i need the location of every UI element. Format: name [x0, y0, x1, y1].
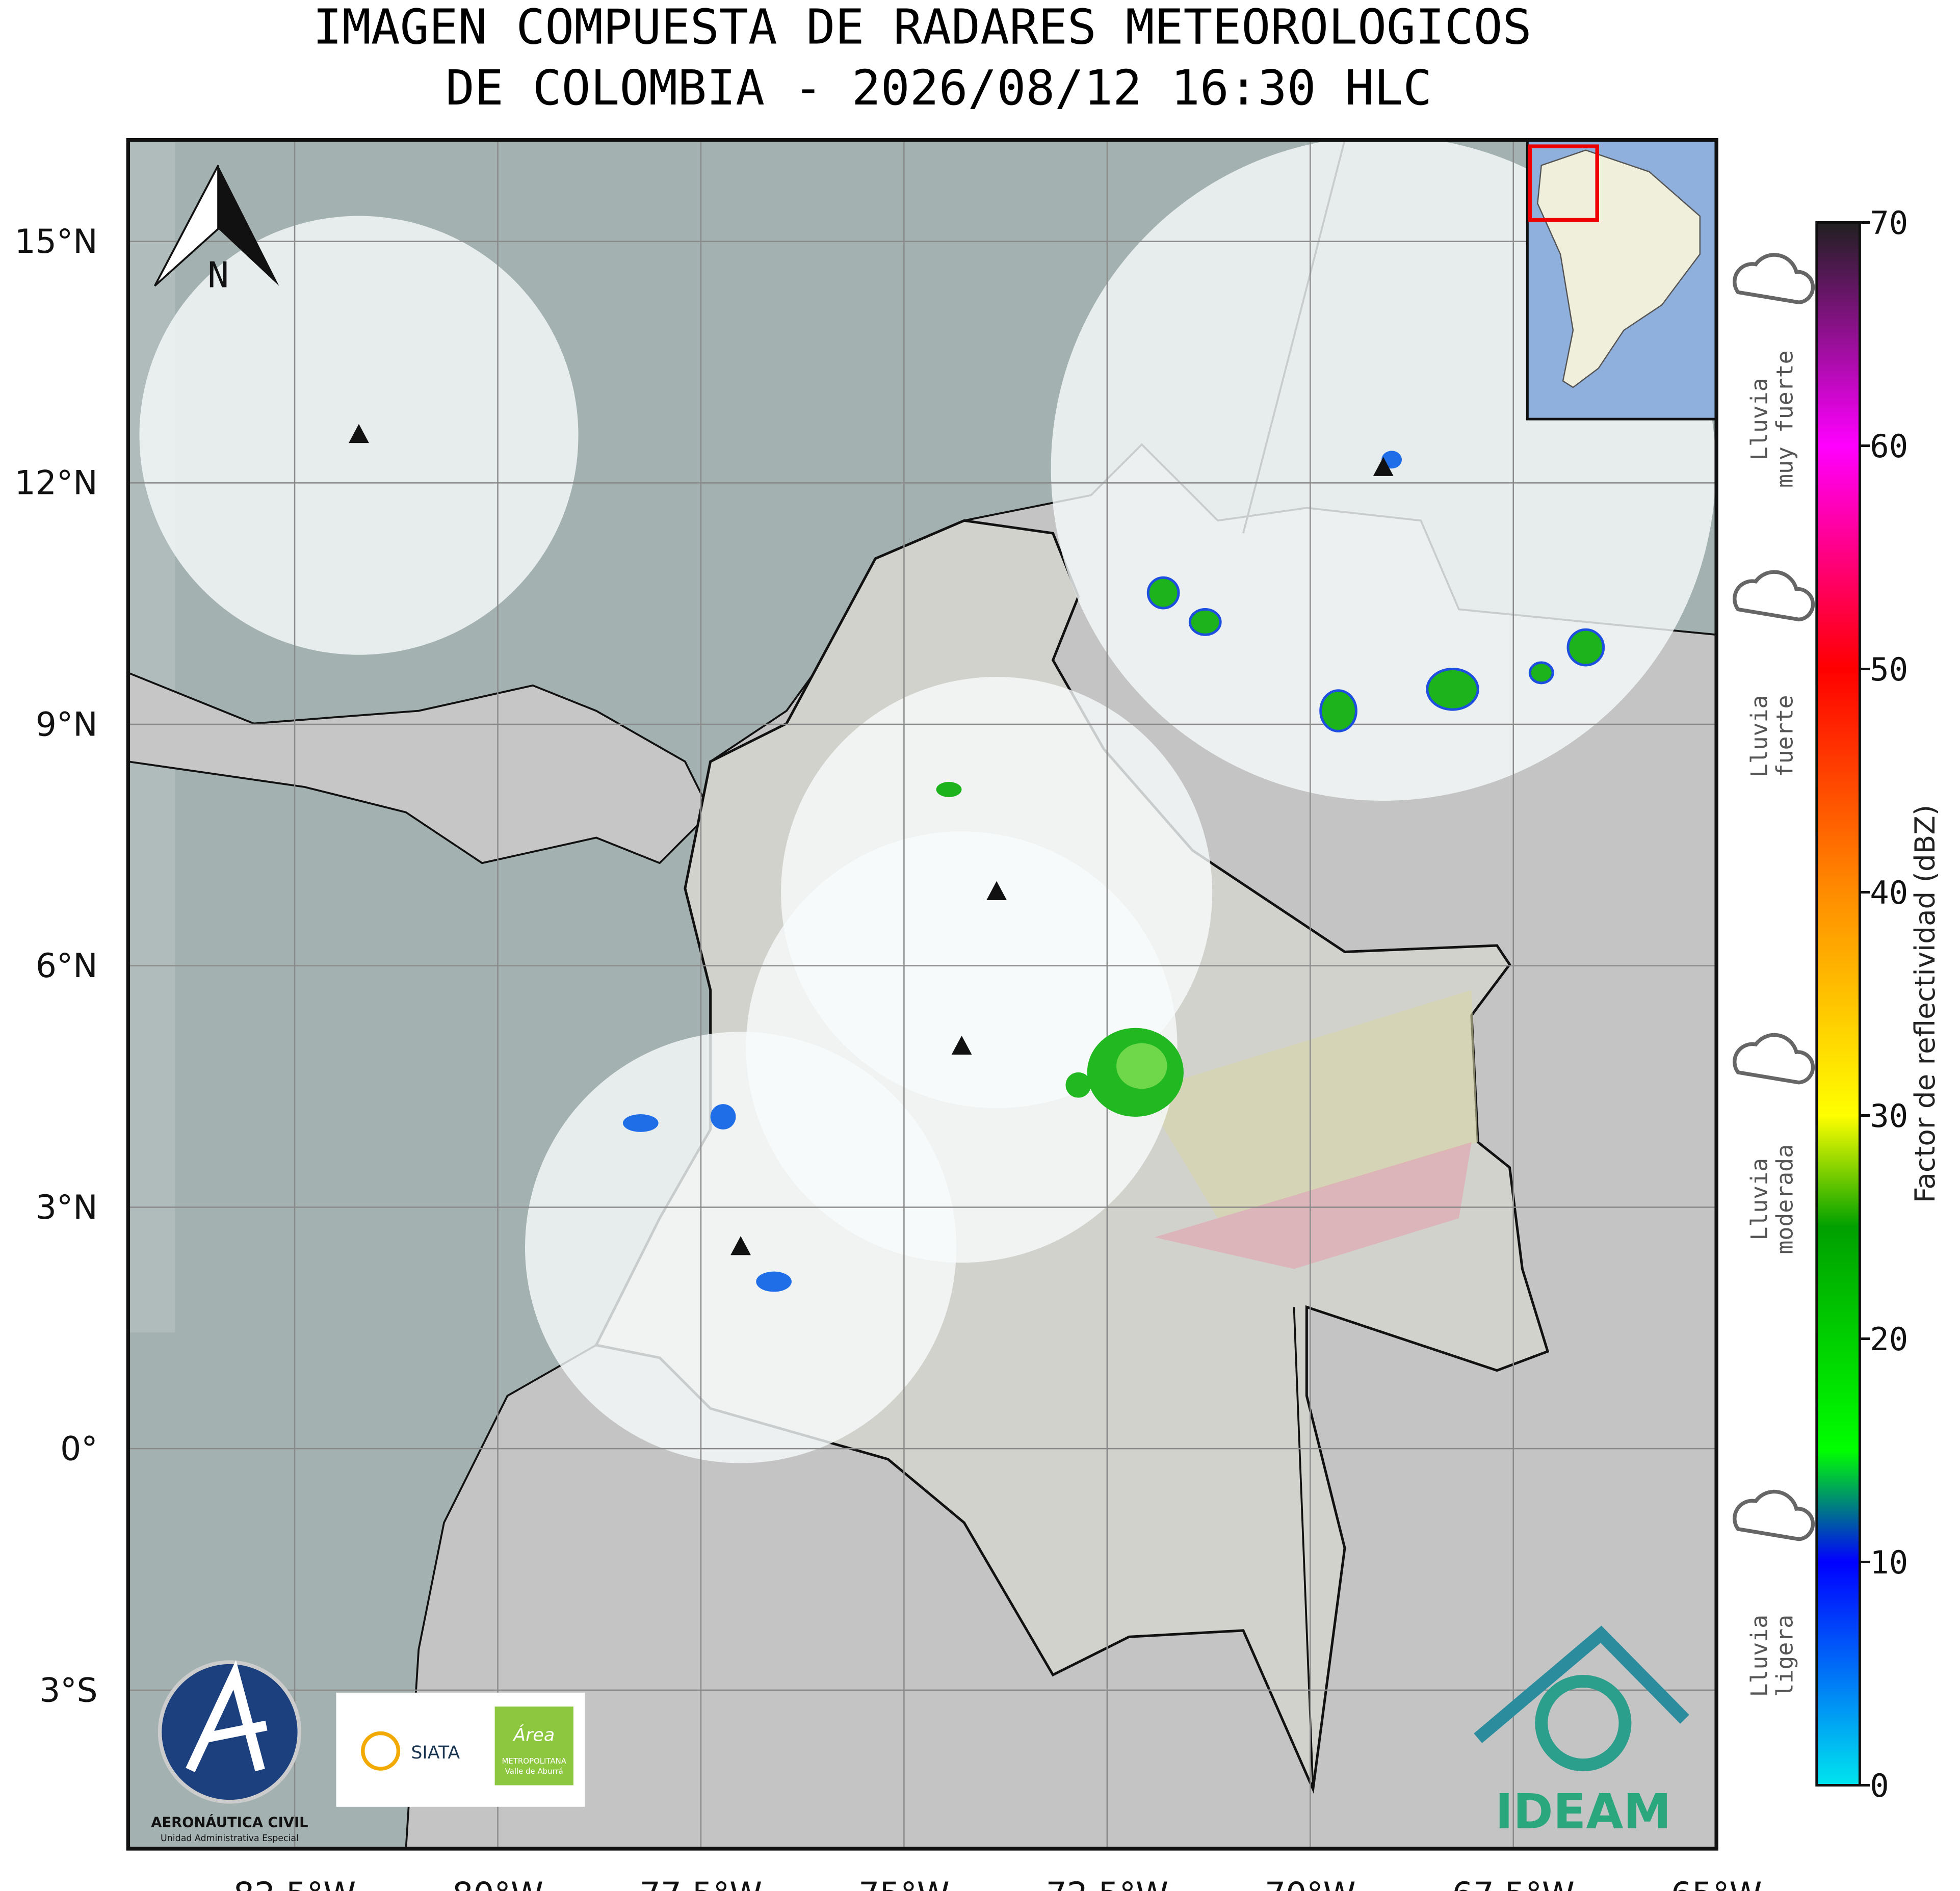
- colorbar-tick-label: 40: [1870, 874, 1908, 911]
- logo-text: Área: [512, 1724, 555, 1745]
- y-tick-label: 9°N: [36, 705, 98, 744]
- rain-label: muy fuerte: [1771, 350, 1798, 488]
- colorbar-tick-label: 30: [1870, 1097, 1908, 1135]
- rain-label: moderada: [1771, 1144, 1798, 1254]
- colorbar-tick-label: 50: [1870, 651, 1908, 688]
- colorbar-tick-label: 10: [1870, 1544, 1908, 1581]
- rain-label: Lluvia: [1746, 378, 1773, 460]
- grid: [128, 140, 1717, 1849]
- inset-map: [1526, 140, 1717, 421]
- logo-text: SIATA: [411, 1743, 460, 1763]
- y-tick-label: 3°S: [39, 1671, 98, 1710]
- rain-label: Lluvia: [1746, 1158, 1773, 1241]
- map-area: N AERONÁUTICA CIVIL Unidad Administrativ…: [128, 140, 1717, 1849]
- x-tick-label: 77.5°W: [640, 1876, 762, 1891]
- x-tick-label: 67.5°W: [1452, 1876, 1575, 1891]
- region: [1154, 1142, 1472, 1269]
- rain-label: fuerte: [1771, 695, 1798, 777]
- title: DE COLOMBIA - 2026/08/12 16:30 HLC: [446, 60, 1432, 116]
- panama: [128, 671, 712, 864]
- x-tick-label: 65°W: [1671, 1876, 1762, 1891]
- colorbar: [1815, 221, 1861, 1787]
- colorbar-tick-label: 60: [1870, 428, 1908, 465]
- logo-text: IDEAM: [1495, 1784, 1671, 1840]
- weather-icon: [1733, 253, 1815, 305]
- y-tick-label: 12°N: [15, 464, 98, 503]
- radar-site: [349, 424, 369, 443]
- radar-site: [986, 881, 1007, 901]
- y-tick-label: 3°N: [36, 1189, 98, 1227]
- y-tick-label: 0°: [60, 1430, 98, 1468]
- precipitation: [622, 451, 1605, 1292]
- x-tick-label: 82.5°W: [233, 1876, 356, 1891]
- title: IMAGEN COMPUESTA DE RADARES METEOROLOGIC…: [313, 0, 1532, 56]
- weather-icon: [1733, 1489, 1815, 1541]
- x-tick-label: 70°W: [1265, 1876, 1356, 1891]
- rain-label: Lluvia: [1746, 695, 1773, 777]
- radar-site: [951, 1035, 972, 1055]
- rain-label: Lluvia: [1746, 1615, 1773, 1697]
- x-tick-label: 80°W: [452, 1876, 543, 1891]
- colorbar-tick-label: 20: [1870, 1321, 1908, 1358]
- colorbar-tick-label: 70: [1870, 204, 1908, 242]
- radar-site: [730, 1236, 751, 1255]
- logo-text: Unidad Administrativa Especial: [161, 1833, 299, 1844]
- logo-text: Valle de Aburrá: [505, 1767, 563, 1776]
- logo-text: METROPOLITANA: [502, 1756, 566, 1766]
- rain-label: ligera: [1771, 1615, 1798, 1697]
- logos: AERONÁUTICA CIVIL Unidad Administrativa …: [151, 1625, 1689, 1844]
- weather-icon: [1733, 1033, 1815, 1085]
- map-frame: [126, 138, 1718, 1851]
- y-tick-label: 6°N: [36, 947, 98, 985]
- radar-site: [1373, 457, 1394, 476]
- x-tick-label: 72.5°W: [1046, 1876, 1168, 1891]
- north-label: N: [207, 254, 229, 296]
- weather-icon: [1733, 570, 1815, 622]
- colorbar-label: Factor de reflectividad (dBZ): [1909, 805, 1941, 1203]
- y-tick-label: 15°N: [15, 223, 98, 261]
- x-tick-label: 75°W: [858, 1876, 950, 1891]
- logo-text: AERONÁUTICA CIVIL: [151, 1815, 308, 1831]
- colorbar-tick-label: 0: [1870, 1767, 1889, 1804]
